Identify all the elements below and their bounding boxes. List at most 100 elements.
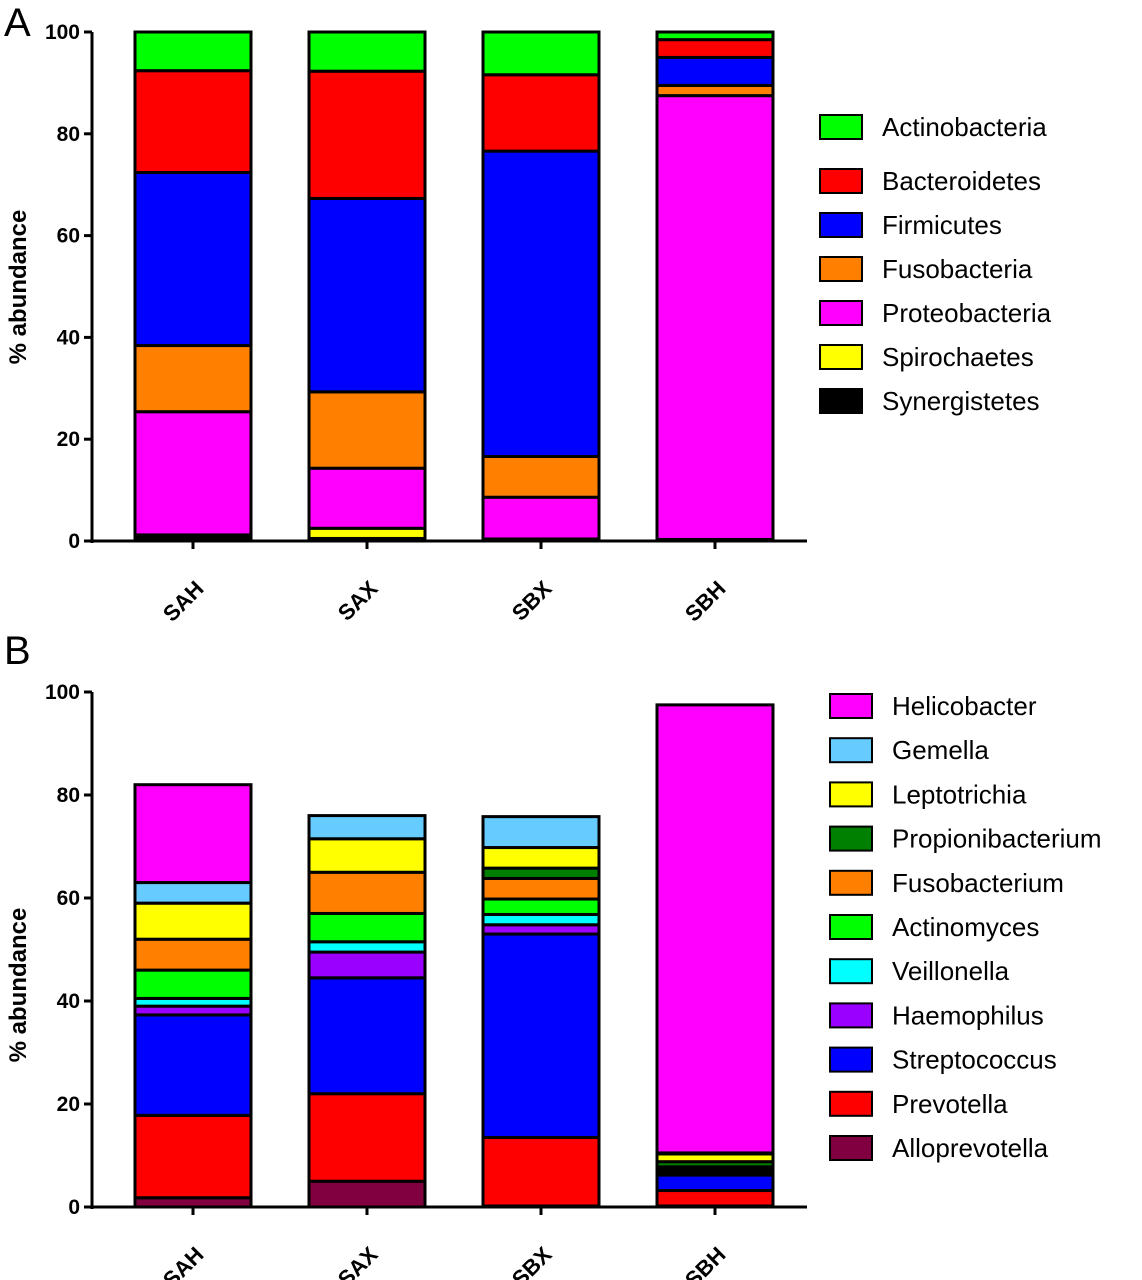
- panel-b-bar-sax-streptococcus: [307, 976, 427, 1096]
- panel-b-bar-sah-helicobacter: [133, 783, 253, 885]
- panel-a-category-label-sah: SAH: [158, 576, 209, 627]
- panel-b-y-tick-label: 40: [57, 990, 80, 1013]
- panel-b-bar-sax-leptotrichia: [307, 837, 427, 874]
- panel-b-bar-sax-alloprevotella: [307, 1179, 427, 1209]
- panel-a-legend-label-actinobacteria: Actinobacteria: [882, 112, 1047, 142]
- panel-b-bar-sbh-prevotella: [655, 1189, 775, 1208]
- panel-b-legend-label-prevotella: Prevotella: [892, 1089, 1008, 1119]
- panel-b-legend-swatch-haemophilus: [829, 1002, 873, 1029]
- panel-b-chart: 0 20 40 60 80 100 % abundance SAH SAX SBX SBH Helic…: [5, 681, 1102, 1280]
- panel-a-bar-sbh-fusobacteria: [655, 83, 775, 98]
- panel-b-legend-swatch-prevotella: [829, 1090, 873, 1117]
- panel-a-legend-swatch-synergistetes: [819, 388, 863, 414]
- panel-a-chart: 0 20 40 60 80 100 % abundance SAH SAX SBX SBH Actin…: [5, 21, 1052, 626]
- panel-b-category-label-sbh: SBH: [680, 1242, 731, 1280]
- panel-b-legend-label-alloprevotella: Alloprevotella: [892, 1133, 1049, 1163]
- panel-b-bar-sbh-helicobacter: [655, 703, 775, 1155]
- panel-a-category-label-sax: SAX: [333, 576, 383, 626]
- panel-a-y-tick-label: 40: [57, 326, 80, 349]
- panel-b-bar-sax-gemella: [307, 814, 427, 841]
- panel-a-legend-swatch-proteobacteria: [819, 300, 863, 326]
- panel-a-bar-sax-spirochaetes: [307, 526, 427, 540]
- panel-b-bar-sbx-veillonella: [481, 912, 601, 927]
- panel-a-y-tick-label: 80: [57, 123, 80, 146]
- panel-b-bar-sbx-propionibacterium: [481, 866, 601, 880]
- panel-a-y-tick-label: 20: [57, 428, 80, 451]
- panel-b-legend-swatch-leptotrichia: [829, 781, 873, 808]
- panel-a-bar-sah-firmicutes: [133, 170, 253, 348]
- panel-a-bar-sbx-actinobacteria: [481, 30, 601, 77]
- panel-b-legend-label-propionibacterium: Propionibacterium: [892, 824, 1102, 854]
- panel-b-category-label-sbx: SBX: [507, 1242, 557, 1280]
- panel-b-bar-sax-fusobacterium: [307, 870, 427, 915]
- panel-a-legend-label-proteobacteria: Proteobacteria: [882, 298, 1052, 328]
- panel-a-y-tick-label: 60: [57, 225, 80, 248]
- panel-a-bar-sah-actinobacteria: [133, 30, 253, 73]
- panel-a-bar-sbx-fusobacteria: [481, 455, 601, 499]
- panel-b-bar-sbx-gemella: [481, 815, 601, 850]
- panel-b-bar-sbx-prevotella: [481, 1135, 601, 1208]
- panel-a-legend-swatch-spirochaetes: [819, 344, 863, 370]
- panel-b-legend-label-gemella: Gemella: [892, 735, 989, 765]
- panel-a-category-label-sbx: SBX: [507, 576, 557, 626]
- panel-a-legend-label-fusobacteria: Fusobacteria: [882, 254, 1033, 284]
- panel-b-legend-swatch-alloprevotella: [829, 1135, 873, 1161]
- panel-a-legend-swatch-firmicutes: [819, 212, 863, 238]
- panel-a-bar-sbh-proteobacteria: [655, 94, 775, 541]
- panel-b-legend-swatch-veillonella: [829, 958, 873, 985]
- panel-b-y-tick-label: 80: [57, 784, 80, 807]
- panel-a-legend-label-spirochaetes: Spirochaetes: [882, 342, 1034, 372]
- panel-a-legend-label-bacteroidetes: Bacteroidetes: [882, 166, 1041, 196]
- panel-a-legend-label-firmicutes: Firmicutes: [882, 210, 1002, 240]
- panel-b-y-tick-label: 100: [45, 681, 80, 704]
- panel-a-bar-sbx-bacteroidetes: [481, 73, 601, 153]
- panel-b-y-tick-label: 0: [68, 1196, 80, 1219]
- panel-b-bar-sbx-leptotrichia: [481, 846, 601, 870]
- panel-b-category-label-sax: SAX: [333, 1242, 383, 1280]
- panel-a-legend-label-synergistetes: Synergistetes: [882, 386, 1040, 416]
- panel-letter-b: B: [4, 629, 31, 673]
- panel-b-bar-sbx-actinomyces: [481, 897, 601, 916]
- panel-a-bar-sbx-firmicutes: [481, 149, 601, 459]
- panel-a-bar-sax-firmicutes: [307, 196, 427, 394]
- panel-a-y-tick-label: 100: [45, 21, 80, 44]
- panel-b-bar-sax-prevotella: [307, 1092, 427, 1183]
- panel-b-bar-sah-streptococcus: [133, 1013, 253, 1117]
- panel-a-bar-sbh-actinobacteria: [655, 30, 775, 42]
- panel-letter-a: A: [4, 1, 31, 45]
- panel-b-legend-swatch-propionibacterium: [829, 825, 873, 852]
- panel-b-legend-label-helicobacter: Helicobacter: [892, 691, 1037, 721]
- panel-b-bar-sax-veillonella: [307, 940, 427, 954]
- panel-b-bar-sah-prevotella: [133, 1113, 253, 1200]
- panel-b-legend-label-actinomyces: Actinomyces: [892, 912, 1039, 942]
- panel-b-legend-swatch-fusobacterium: [829, 869, 873, 896]
- panel-b-bar-sah-leptotrichia: [133, 901, 253, 941]
- panel-b-legend-swatch-gemella: [829, 737, 873, 764]
- panel-b-y-tick-label: 60: [57, 887, 80, 910]
- panel-b-bar-sah-actinomyces: [133, 968, 253, 1000]
- panel-b-y-axis-label: % abundance: [5, 908, 32, 1063]
- panel-a-bar-sah-bacteroidetes: [133, 69, 253, 174]
- panel-b-legend-label-haemophilus: Haemophilus: [892, 1000, 1044, 1030]
- panel-b-bar-sah-fusobacterium: [133, 937, 253, 972]
- panel-a-bar-sah-fusobacteria: [133, 344, 253, 414]
- panel-b-bar-sbx-fusobacterium: [481, 876, 601, 901]
- panel-a-legend-swatch-fusobacteria: [819, 256, 863, 282]
- panel-b-bar-sax-haemophilus: [307, 950, 427, 980]
- panel-a-bar-sax-actinobacteria: [307, 30, 427, 73]
- panel-b-legend-label-fusobacterium: Fusobacterium: [892, 868, 1064, 898]
- panel-a-bar-sax-proteobacteria: [307, 466, 427, 530]
- panel-a-category-label-sbh: SBH: [680, 576, 731, 627]
- panel-b-legend-label-leptotrichia: Leptotrichia: [892, 779, 1027, 809]
- panel-b-legend-swatch-helicobacter: [829, 693, 873, 719]
- panel-a-y-tick-label: 0: [68, 530, 80, 553]
- panel-a-bar-sbx-proteobacteria: [481, 495, 601, 541]
- panel-b-legend-swatch-streptococcus: [829, 1046, 873, 1073]
- panel-a-y-axis-label: % abundance: [5, 210, 32, 365]
- panel-b-bar-sbh-streptococcus: [655, 1173, 775, 1193]
- panel-a-bar-sbh-bacteroidetes: [655, 38, 775, 59]
- panel-b-legend-label-streptococcus: Streptococcus: [892, 1045, 1057, 1075]
- panel-a-legend-swatch-actinobacteria: [819, 114, 863, 140]
- panel-b-bar-sax-actinomyces: [307, 911, 427, 944]
